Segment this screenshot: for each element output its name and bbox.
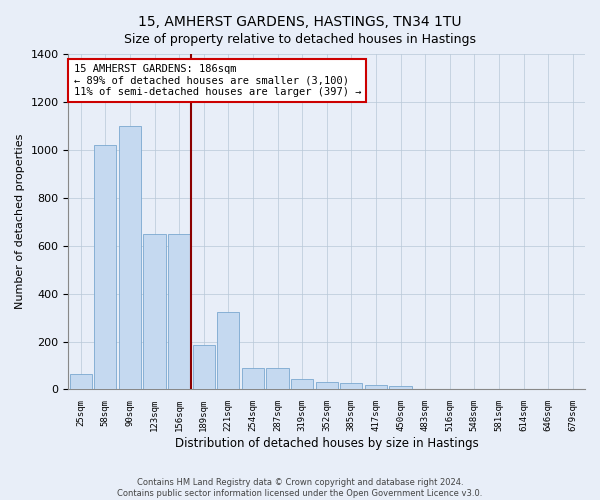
Text: Contains HM Land Registry data © Crown copyright and database right 2024.
Contai: Contains HM Land Registry data © Crown c… xyxy=(118,478,482,498)
Bar xyxy=(70,374,92,390)
Bar xyxy=(340,384,362,390)
Bar xyxy=(94,145,116,390)
Bar xyxy=(316,382,338,390)
Text: 15 AMHERST GARDENS: 186sqm
← 89% of detached houses are smaller (3,100)
11% of s: 15 AMHERST GARDENS: 186sqm ← 89% of deta… xyxy=(74,64,361,98)
Bar xyxy=(389,386,412,390)
Bar xyxy=(119,126,141,390)
Text: 15, AMHERST GARDENS, HASTINGS, TN34 1TU: 15, AMHERST GARDENS, HASTINGS, TN34 1TU xyxy=(138,15,462,29)
Bar xyxy=(143,234,166,390)
Bar xyxy=(266,368,289,390)
X-axis label: Distribution of detached houses by size in Hastings: Distribution of detached houses by size … xyxy=(175,437,479,450)
Bar xyxy=(242,368,264,390)
Bar xyxy=(193,345,215,390)
Bar xyxy=(365,384,387,390)
Bar xyxy=(291,378,313,390)
Bar xyxy=(168,234,190,390)
Bar xyxy=(217,312,239,390)
Y-axis label: Number of detached properties: Number of detached properties xyxy=(15,134,25,310)
Text: Size of property relative to detached houses in Hastings: Size of property relative to detached ho… xyxy=(124,32,476,46)
